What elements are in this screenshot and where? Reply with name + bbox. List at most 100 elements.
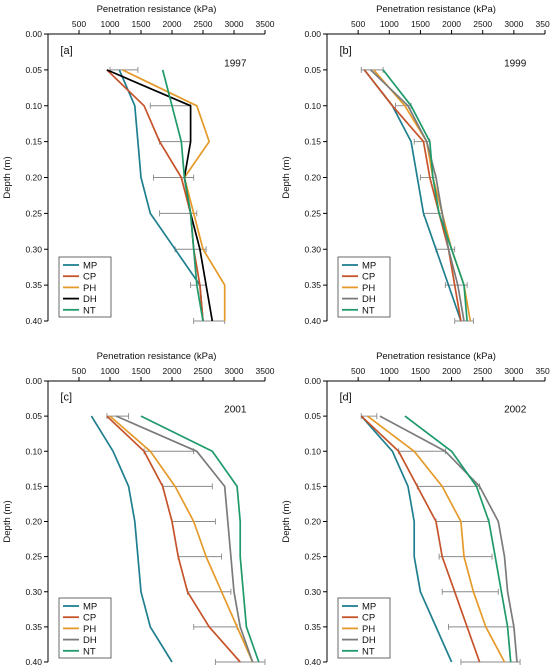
- y-axis-title: Depth (m): [2, 156, 13, 198]
- y-tick-label: 0.00: [304, 376, 321, 386]
- x-tick-label: 500: [351, 19, 365, 29]
- x-tick-label: 2000: [442, 19, 461, 29]
- series-line-ph: [366, 415, 506, 663]
- y-tick-label: 0.25: [304, 552, 321, 562]
- legend-label-ph: PH: [83, 624, 96, 635]
- series-line-nt: [404, 415, 512, 663]
- legend-label-ph: PH: [83, 283, 96, 294]
- y-tick-label: 0.10: [25, 101, 42, 111]
- x-tick-label: 1000: [101, 366, 120, 376]
- x-axis-title: Penetration resistance (kPa): [97, 351, 217, 362]
- legend-label-cp: CP: [362, 613, 375, 624]
- y-tick-label: 0.30: [25, 587, 42, 597]
- series-line-nt: [140, 415, 260, 663]
- series-line-nt: [161, 69, 204, 322]
- chart-panel-3: Penetration resistance (kPa) 500 1000 1500 2…: [2, 351, 275, 667]
- chart-panel-1: Penetration resistance (kPa) 500 1000 1500 2…: [2, 4, 275, 326]
- y-tick-label: 0.30: [25, 244, 42, 254]
- x-tick-label: 3000: [504, 366, 523, 376]
- x-tick-label: 2000: [163, 366, 182, 376]
- year-label: 1997: [224, 58, 247, 69]
- y-tick-label: 0.10: [304, 101, 321, 111]
- y-tick-label: 0.25: [25, 552, 42, 562]
- x-axis-title: Penetration resistance (kPa): [376, 351, 496, 362]
- y-tick-label: 0.20: [304, 173, 321, 183]
- x-tick-label: 1500: [411, 19, 430, 29]
- x-tick-label: 1000: [101, 19, 120, 29]
- y-tick-label: 0.40: [25, 316, 42, 326]
- series-line-nt: [382, 69, 468, 322]
- y-tick-label: 0.40: [304, 316, 321, 326]
- legend-box: [58, 597, 112, 659]
- legend-label-nt: NT: [362, 646, 375, 657]
- y-tick-label: 0.05: [25, 411, 42, 421]
- y-tick-label: 0.40: [25, 657, 42, 667]
- y-axis-title: Depth (m): [2, 500, 13, 542]
- legend-label-dh: DH: [362, 294, 376, 305]
- y-tick-label: 0.20: [25, 173, 42, 183]
- legend-label-mp: MP: [362, 602, 376, 613]
- year-label: 1999: [504, 58, 527, 69]
- x-tick-label: 3000: [225, 366, 244, 376]
- y-tick-label: 0.30: [304, 244, 321, 254]
- x-tick-label: 3000: [225, 19, 244, 29]
- x-tick-label: 2000: [163, 19, 182, 29]
- series-line-cp: [363, 69, 462, 322]
- y-tick-label: 0.15: [304, 137, 321, 147]
- series-line-ph: [122, 69, 226, 321]
- legend-label-nt: NT: [83, 305, 96, 316]
- legend-label-cp: CP: [83, 272, 96, 283]
- x-tick-label: 1500: [411, 366, 430, 376]
- y-tick-label: 0.05: [304, 65, 321, 75]
- x-tick-label: 3500: [536, 19, 550, 29]
- y-tick-label: 0.00: [25, 29, 42, 39]
- y-tick-label: 0.40: [304, 657, 321, 667]
- chart-panel-2: Penetration resistance (kPa) 500 1000 1500 2…: [281, 4, 550, 326]
- y-tick-label: 0.15: [25, 137, 42, 147]
- y-tick-label: 0.00: [25, 376, 42, 386]
- x-tick-label: 3000: [504, 19, 523, 29]
- x-tick-label: 2500: [473, 19, 492, 29]
- legend-label-dh: DH: [362, 635, 376, 646]
- y-tick-label: 0.05: [304, 411, 321, 421]
- x-tick-label: 2500: [194, 19, 213, 29]
- legend-label-ph: PH: [362, 624, 375, 635]
- x-tick-label: 3500: [256, 19, 275, 29]
- y-tick-label: 0.30: [304, 587, 321, 597]
- y-tick-label: 0.10: [25, 446, 42, 456]
- x-axis-title: Penetration resistance (kPa): [376, 4, 496, 15]
- x-tick-label: 3500: [536, 366, 550, 376]
- year-label: 2001: [224, 405, 247, 416]
- series-line-dh: [379, 415, 518, 663]
- legend-label-cp: CP: [83, 613, 96, 624]
- series-line-cp: [106, 69, 204, 322]
- series-line-ph: [109, 415, 254, 663]
- y-tick-label: 0.25: [25, 208, 42, 218]
- legend-label-cp: CP: [362, 272, 375, 283]
- x-tick-label: 1500: [132, 366, 151, 376]
- series-line-mp: [360, 415, 453, 663]
- series-line-cp: [360, 415, 481, 663]
- panel-label: [c]: [60, 392, 72, 404]
- y-axis-title: Depth (m): [281, 156, 292, 198]
- legend-label-ph: PH: [362, 283, 375, 294]
- x-tick-label: 3500: [256, 366, 275, 376]
- x-tick-label: 1000: [380, 366, 399, 376]
- y-tick-label: 0.25: [304, 208, 321, 218]
- series-line-dh: [115, 415, 254, 663]
- y-tick-label: 0.20: [304, 517, 321, 527]
- y-tick-label: 0.35: [304, 280, 321, 290]
- legend-label-dh: DH: [83, 635, 97, 646]
- legend-label-nt: NT: [362, 305, 375, 316]
- x-tick-label: 500: [351, 366, 365, 376]
- y-tick-label: 0.15: [304, 481, 321, 491]
- y-tick-label: 0.35: [25, 280, 42, 290]
- y-tick-label: 0.15: [25, 481, 42, 491]
- y-tick-label: 0.20: [25, 517, 42, 527]
- series-line-dh: [370, 69, 465, 322]
- legend-label-nt: NT: [83, 646, 96, 657]
- y-tick-label: 0.35: [25, 622, 42, 632]
